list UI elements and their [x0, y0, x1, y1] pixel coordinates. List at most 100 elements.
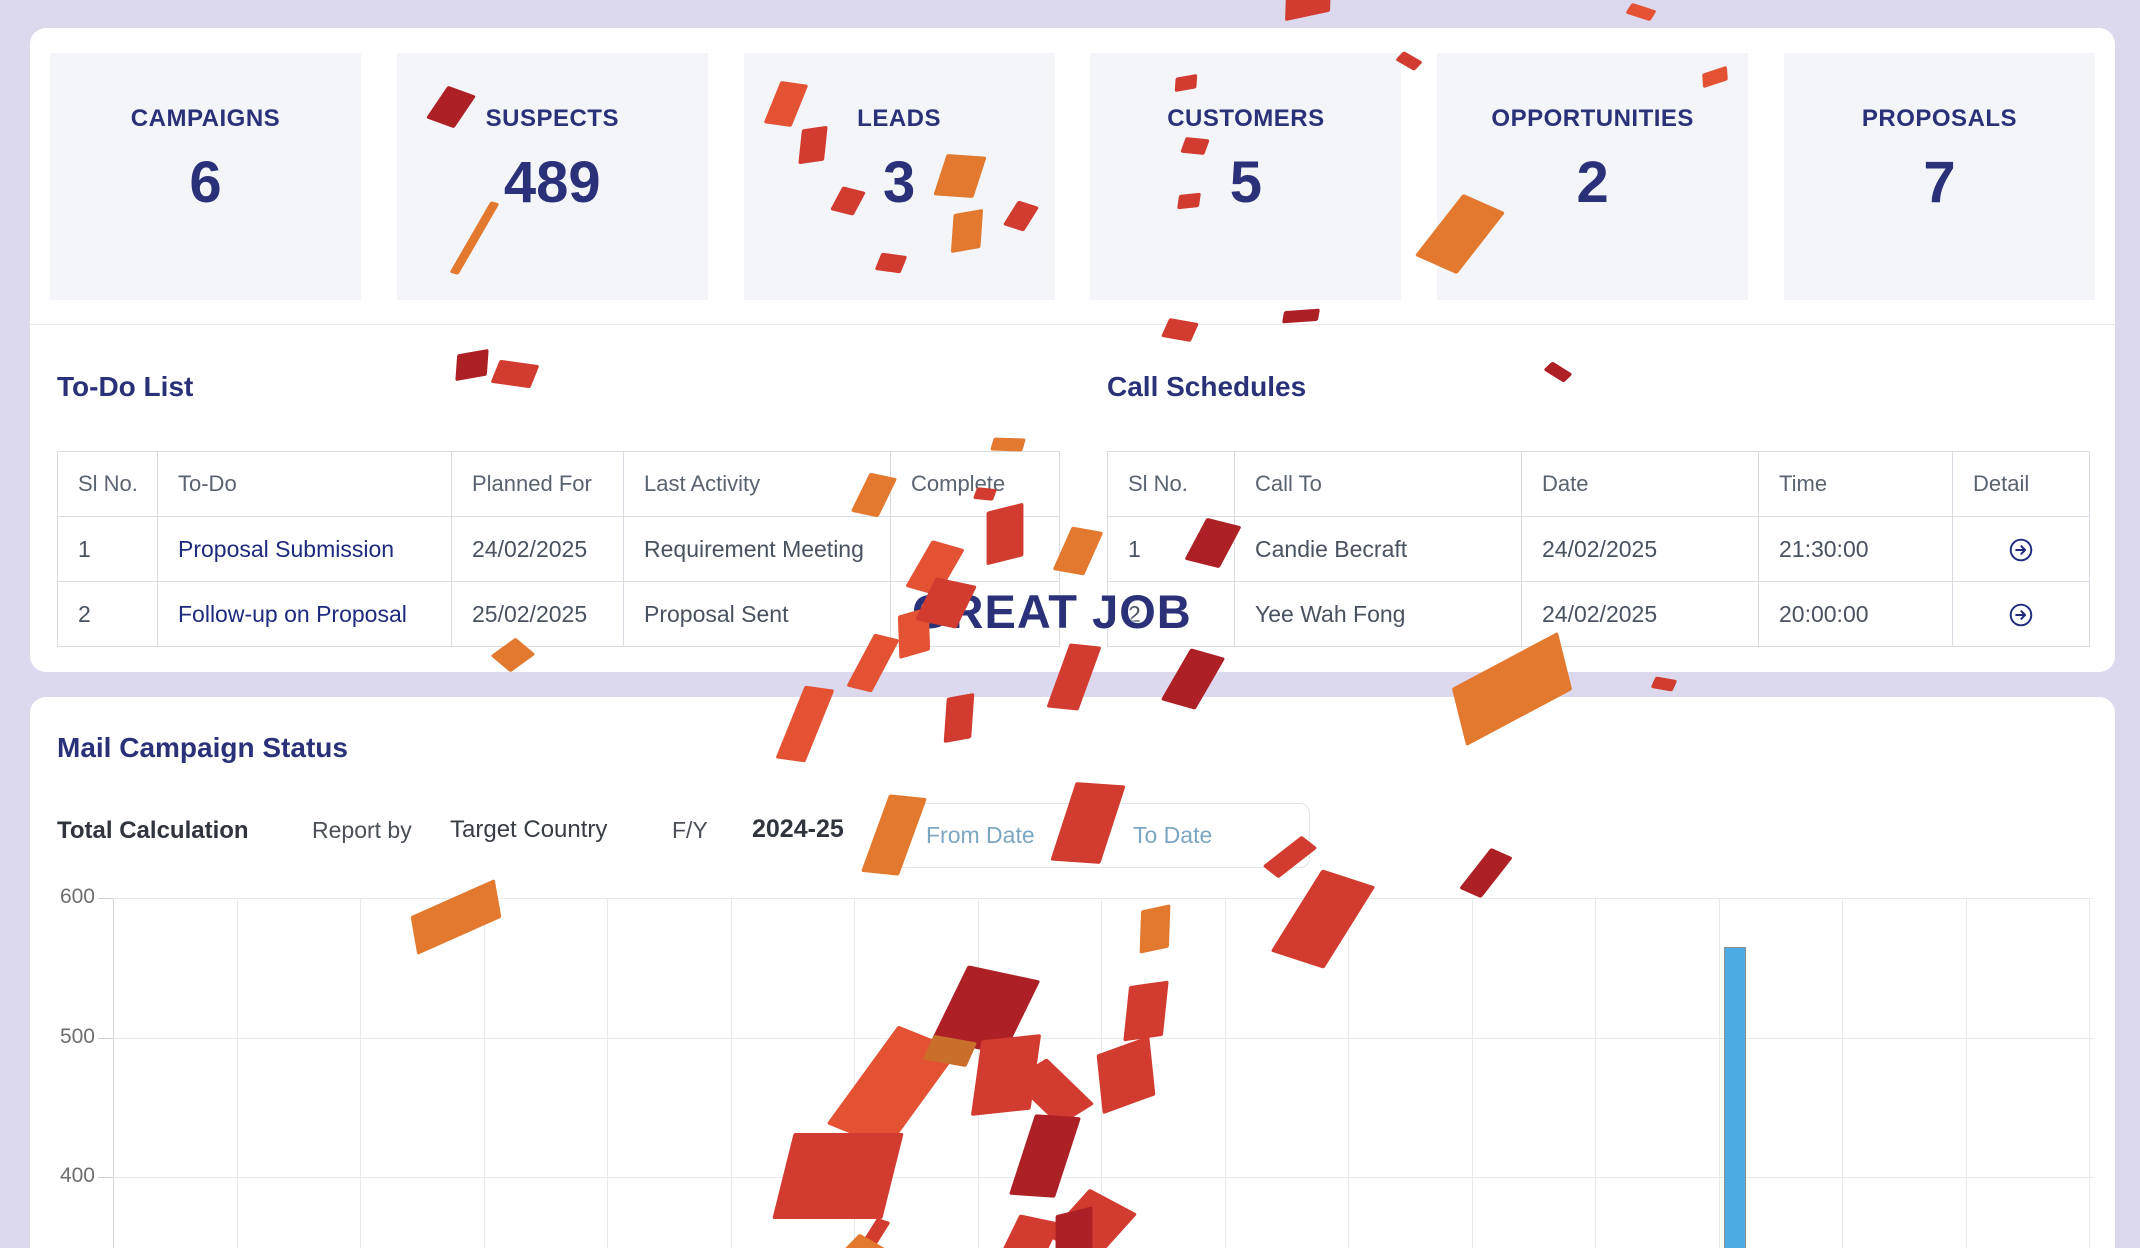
arrow-right-circle-icon [2009, 538, 2033, 562]
calls-col-date: Date [1521, 451, 1759, 517]
stat-value: 6 [189, 150, 222, 215]
chart-gridline-v [360, 898, 362, 1248]
fiscal-year-label: F/Y [672, 817, 708, 843]
chart-gridline-h [113, 898, 2093, 899]
chart-gridline-h [113, 1177, 2093, 1178]
chart-gridline-v [1224, 898, 1226, 1248]
calls-header-row: Sl No. Call To Date Time Detail [1107, 451, 2090, 517]
todo-last-activity: Proposal Sent [623, 581, 891, 647]
call-time: 21:30:00 [1758, 516, 1953, 582]
stat-label: PROPOSALS [1861, 105, 2018, 132]
todo-complete-cell[interactable] [890, 516, 1060, 582]
chart-gridline-v [1101, 898, 1103, 1248]
stat-label: CUSTOMERS [1167, 105, 1325, 132]
stat-value: 7 [1923, 150, 1956, 215]
date-range-box [895, 803, 1310, 868]
call-schedules-title: Call Schedules [1107, 371, 1307, 402]
stat-card-opportunities[interactable]: OPPORTUNITIES 2 [1437, 53, 1749, 300]
chart-gridline-v [1471, 898, 1473, 1248]
todo-table: Sl No. To-Do Planned For Last Activity C… [57, 451, 1060, 647]
call-time: 20:00:00 [1758, 581, 1953, 647]
chart-gridline-v [730, 898, 732, 1248]
report-by-label: Report by [312, 817, 412, 843]
todo-col-todo: To-Do [157, 451, 452, 517]
stat-label: SUSPECTS [485, 105, 619, 132]
mail-campaign-card: Mail Campaign Status Total Calculation R… [30, 697, 2115, 1248]
stats-row: CAMPAIGNS 6 SUSPECTS 489 LEADS 3 CUSTOME… [50, 53, 2095, 300]
calls-col-detail: Detail [1952, 451, 2090, 517]
report-by-select[interactable]: Target Country [450, 816, 608, 843]
chart-gridline-v [1595, 898, 1597, 1248]
stat-value: 3 [882, 150, 916, 215]
stat-card-proposals[interactable]: PROPOSALS 7 [1783, 53, 2095, 300]
todo-last-activity: Requirement Meeting [623, 516, 891, 582]
call-to: Candie Becraft [1234, 516, 1522, 582]
from-date-input[interactable] [896, 804, 1103, 867]
call-detail-button[interactable] [2008, 537, 2034, 563]
todo-sl: 2 [57, 581, 158, 647]
chart-gridline-v [1842, 898, 1844, 1248]
todo-col-lastactivity: Last Activity [623, 451, 891, 517]
chart-gridline-v [483, 898, 485, 1248]
call-schedules-table: Sl No. Call To Date Time Detail 1 Candie… [1107, 451, 2090, 647]
chart-y-tick [98, 1037, 113, 1039]
stat-card-customers[interactable]: CUSTOMERS 5 [1090, 53, 1402, 300]
calls-col-sl: Sl No. [1107, 451, 1235, 517]
call-date: 24/02/2025 [1521, 516, 1759, 582]
chart-gridline-v [1348, 898, 1350, 1248]
call-row: 1 Candie Becraft 24/02/2025 21:30:00 [1107, 516, 2090, 582]
stat-value: 5 [1229, 150, 1263, 215]
chart-gridline-v [113, 898, 114, 1248]
todo-item-link[interactable]: Proposal Submission [157, 516, 452, 582]
stat-card-leads[interactable]: LEADS 3 [743, 53, 1055, 300]
todo-row: 2 Follow-up on Proposal 25/02/2025 Propo… [57, 581, 1060, 647]
chart-y-tick-label: 400 [59, 1164, 95, 1187]
chart-gridline-v [607, 898, 609, 1248]
chart-y-tick [98, 1177, 113, 1178]
chart-bar[interactable] [1723, 946, 1746, 1248]
chart-gridline-h [113, 1037, 2093, 1039]
stat-card-suspects[interactable]: SUSPECTS 489 [396, 53, 708, 300]
summary-card: CAMPAIGNS 6 SUSPECTS 489 LEADS 3 CUSTOME… [30, 28, 2115, 672]
call-date: 24/02/2025 [1521, 581, 1759, 647]
stat-value: 2 [1576, 150, 1609, 215]
chart-y-tick-label: 500 [59, 1024, 95, 1048]
fiscal-year-select[interactable]: 2024-25 [752, 815, 844, 843]
stat-label: LEADS [857, 105, 942, 132]
call-detail-button[interactable] [2008, 602, 2034, 628]
to-date-input[interactable] [1103, 804, 1309, 867]
call-sl: 1 [1107, 516, 1235, 582]
chart-gridline-v [1965, 898, 1967, 1248]
call-row: 2 Yee Wah Fong 24/02/2025 20:00:00 [1107, 581, 2090, 647]
chart-gridline-v [2089, 898, 2091, 1248]
confetti-piece [1285, 0, 1331, 22]
todo-col-sl: Sl No. [57, 451, 158, 517]
chart-gridline-v [977, 898, 979, 1248]
todo-sl: 1 [57, 516, 158, 582]
chart-y-tick-label: 600 [59, 885, 95, 908]
todo-row: 1 Proposal Submission 24/02/2025 Require… [57, 516, 1060, 582]
confetti-piece [1625, 2, 1657, 22]
mail-campaign-title: Mail Campaign Status [57, 732, 348, 763]
calls-col-time: Time [1758, 451, 1953, 517]
total-calculation-label: Total Calculation [57, 817, 249, 844]
stat-value: 489 [503, 150, 601, 215]
todo-list-title: To-Do List [57, 371, 194, 402]
call-to: Yee Wah Fong [1234, 581, 1522, 647]
celebration-message: GREAT JOB [912, 585, 1192, 638]
arrow-right-circle-icon [2009, 603, 2033, 627]
todo-item-link[interactable]: Follow-up on Proposal [157, 581, 452, 647]
chart-y-tick [98, 898, 113, 899]
chart-gridline-v [854, 898, 856, 1248]
todo-col-complete: Complete [890, 451, 1060, 517]
todo-header-row: Sl No. To-Do Planned For Last Activity C… [57, 451, 1060, 517]
todo-planned-for: 25/02/2025 [451, 581, 624, 647]
stat-card-campaigns[interactable]: CAMPAIGNS 6 [50, 53, 361, 300]
chart-gridline-v [1718, 898, 1720, 1248]
confetti-piece [1650, 676, 1678, 692]
calls-col-callto: Call To [1234, 451, 1522, 517]
call-sl: 2 [1107, 581, 1235, 647]
todo-planned-for: 24/02/2025 [451, 516, 624, 582]
todo-col-planned: Planned For [451, 451, 624, 517]
